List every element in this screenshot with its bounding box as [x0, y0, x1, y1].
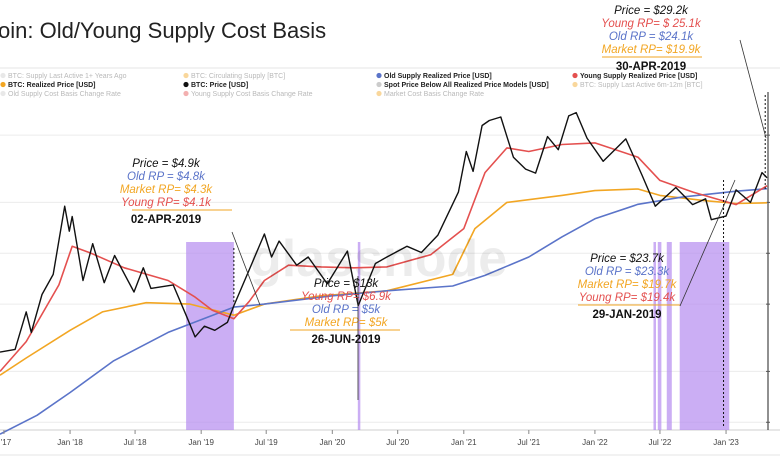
legend-swatch — [376, 81, 382, 88]
chart-title: oin: Old/Young Supply Cost Basis — [0, 18, 326, 43]
annotation-line: Young RP= $19.4k — [579, 292, 676, 304]
x-tick-label: Jan '22 — [582, 438, 608, 447]
highlight-band — [679, 242, 730, 430]
legend-item: Market Cost Basis Change Rate — [376, 90, 484, 98]
highlight-band — [186, 242, 234, 430]
legend-label: Young Supply Realized Price [USD] — [580, 73, 697, 80]
x-tick-label: Jul '20 — [386, 438, 409, 447]
plot-area — [0, 67, 780, 456]
legend-label: Market Cost Basis Change Rate — [384, 91, 484, 98]
annotation-line: Price = $23.7k — [590, 253, 665, 265]
watermark: glassnode — [250, 230, 507, 288]
annotation-pointer — [679, 179, 736, 307]
annotation-line: Price = $4.9k — [132, 158, 201, 170]
legend-item: Spot Price Below All Realized Price Mode… — [376, 81, 549, 89]
highlight-band — [666, 242, 672, 430]
annotation-date: 26-JUN-2019 — [311, 334, 380, 346]
x-tick-label: Jan '23 — [713, 438, 739, 447]
legend-item: Old Supply Cost Basis Change Rate — [0, 90, 121, 98]
legend-item: BTC: Supply Last Active 6m-12m [BTC] — [572, 81, 703, 89]
legend-swatch — [183, 72, 189, 79]
x-tick-label: Jan '20 — [320, 438, 346, 447]
legend-item: Young Supply Realized Price [USD] — [572, 72, 697, 80]
series-line-3 — [0, 187, 768, 435]
legend-item: BTC: Realized Price [USD] — [0, 81, 96, 89]
annotation-line: Old RP = $4.8k — [127, 171, 206, 183]
annotation-line: Market RP= $4.3k — [120, 184, 214, 196]
highlight-band — [653, 242, 656, 430]
x-tick-label: Jul '22 — [649, 438, 672, 447]
legend-label: Young Supply Cost Basis Change Rate — [191, 91, 313, 98]
legend-label: Old Supply Realized Price [USD] — [384, 73, 492, 80]
legend-label: BTC: Circulating Supply [BTC] — [191, 73, 285, 80]
annotation-line: Old RP = $23.3k — [585, 266, 671, 278]
x-tick-label: Jan '21 — [451, 438, 477, 447]
legend-swatch — [376, 72, 382, 79]
annotation-line: Market RP= $5k — [305, 317, 389, 329]
legend-label: BTC: Supply Last Active 6m-12m [BTC] — [580, 82, 703, 89]
annotation-line: Young RP= $6.9k — [301, 291, 392, 303]
annotation-line: Young RP= $4.1k — [121, 197, 212, 209]
annotation-pointer — [739, 39, 767, 139]
annotation-line: Price = $29.2k — [614, 5, 689, 17]
legend-swatch — [0, 90, 6, 97]
annotation-line: Old RP = $24.1k — [609, 31, 695, 43]
annotation-date: 29-JAN-2019 — [592, 309, 661, 321]
x-tick-label: Jul '19 — [255, 438, 278, 447]
x-tick-label: '17 — [1, 438, 12, 447]
legend-swatch — [572, 72, 578, 79]
legend-label: BTC: Supply Last Active 1+ Years Ago — [8, 73, 127, 80]
legend-label: Old Supply Cost Basis Change Rate — [8, 91, 121, 98]
annotation-line: Market RP= $19.7k — [578, 279, 678, 291]
legend-swatch — [0, 72, 6, 79]
x-axis: '17 Jan '18 Jul '18 Jan '19 Jul '19 Jan '20 Ju… — [1, 430, 739, 447]
legend-swatch — [572, 81, 578, 88]
highlight-band — [357, 242, 361, 430]
legend: BTC: Supply Last Active 1+ Years Ago BTC:… — [0, 72, 703, 98]
annotation-date: 30-APR-2019 — [616, 61, 686, 73]
highlight-band — [657, 242, 662, 430]
legend-item: Old Supply Realized Price [USD] — [376, 72, 492, 80]
x-tick-label: Jul '21 — [517, 438, 540, 447]
legend-label: BTC: Price [USD] — [191, 82, 248, 89]
annotation-pointer — [231, 231, 261, 306]
legend-item: Young Supply Cost Basis Change Rate — [183, 90, 313, 98]
x-tick-label: Jan '18 — [57, 438, 83, 447]
legend-item: BTC: Supply Last Active 1+ Years Ago — [0, 72, 127, 80]
series-line-1 — [0, 111, 768, 353]
legend-label: Spot Price Below All Realized Price Mode… — [384, 82, 549, 89]
annotation-line: Market RP= $19.9k — [602, 44, 702, 56]
legend-swatch — [376, 90, 382, 97]
legend-label: BTC: Realized Price [USD] — [8, 82, 96, 89]
legend-item: BTC: Circulating Supply [BTC] — [183, 72, 285, 80]
series-line-4 — [0, 188, 768, 376]
legend-swatch — [183, 90, 189, 97]
legend-swatch — [0, 81, 6, 88]
x-tick-label: Jan '19 — [188, 438, 214, 447]
annotation-line: Young RP= $ 25.1k — [601, 18, 702, 30]
x-tick-label: Jul '18 — [124, 438, 147, 447]
legend-item: BTC: Price [USD] — [183, 81, 248, 89]
annotation-line: Price = $13k — [314, 278, 379, 290]
annotation-line: Old RP = $5k — [312, 304, 382, 316]
annotation-date: 02-APR-2019 — [131, 214, 201, 226]
legend-swatch — [183, 81, 189, 88]
